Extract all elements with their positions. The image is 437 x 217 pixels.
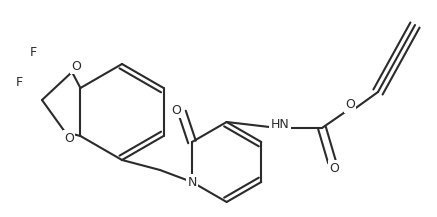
Text: O: O bbox=[329, 161, 339, 174]
Text: O: O bbox=[71, 59, 81, 72]
Text: F: F bbox=[15, 76, 23, 89]
Text: O: O bbox=[171, 104, 181, 117]
Text: O: O bbox=[345, 99, 355, 112]
Text: O: O bbox=[64, 132, 74, 145]
Text: F: F bbox=[29, 46, 37, 59]
Text: HN: HN bbox=[271, 117, 289, 130]
Text: N: N bbox=[187, 176, 197, 189]
